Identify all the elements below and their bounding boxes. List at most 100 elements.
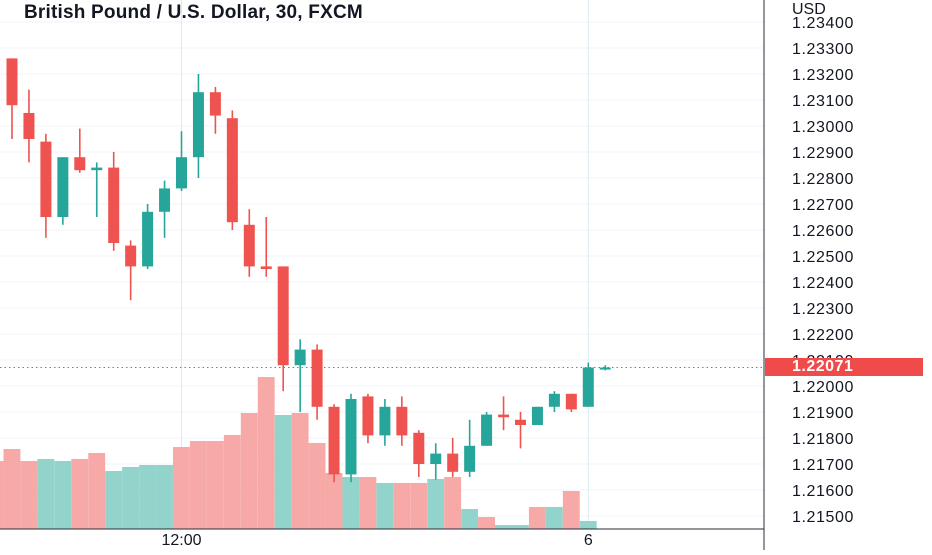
volume-bar [71,459,89,529]
candle-body [57,157,69,217]
candle[interactable] [565,393,577,412]
candle[interactable] [159,180,171,238]
candle[interactable] [91,162,103,217]
candle[interactable] [243,209,255,277]
volume-bar [342,477,360,529]
candle-body [159,188,171,212]
candle[interactable] [599,365,611,371]
candle-body [142,211,154,267]
volume-bar [444,477,462,529]
candle-body [209,92,221,116]
candle-body [226,118,238,223]
candle[interactable] [40,133,52,238]
price-tick-label: 1.22500 [792,249,854,266]
candle[interactable] [498,396,510,431]
candle[interactable] [226,110,238,230]
candle-body [328,406,340,475]
price-tick-label: 1.21500 [792,509,854,526]
candle[interactable] [125,240,137,301]
candle[interactable] [396,396,408,446]
volume-bar [325,473,343,529]
candle-body [91,167,103,171]
candle[interactable] [531,406,543,425]
candle[interactable] [362,393,374,444]
candle-body [260,266,272,269]
price-tick-label: 1.22900 [792,145,854,162]
candle[interactable] [515,412,526,449]
candle[interactable] [430,443,442,480]
candle-body [548,393,560,407]
volume-bar [257,377,275,529]
candle[interactable] [74,128,86,173]
candle[interactable] [481,412,493,446]
candle-body [515,419,526,425]
candle[interactable] [311,344,323,420]
price-tick-label: 1.22800 [792,171,854,188]
candle-body [430,453,442,464]
candle[interactable] [294,339,306,412]
volume-bar [579,521,597,529]
price-tick-label: 1.21700 [792,457,854,474]
price-tick-label: 1.22600 [792,223,854,240]
candle[interactable] [413,430,425,477]
time-axis: 12:00 6 [161,532,592,549]
candle-body [6,58,18,106]
candle[interactable] [345,393,357,483]
overlay-layer [0,0,765,550]
volume-bar [88,453,106,529]
price-tick-label: 1.22200 [792,327,854,344]
candle[interactable] [142,204,154,269]
candle[interactable] [379,399,391,446]
candle[interactable] [447,438,459,477]
volume-bar [206,441,224,529]
price-axis: 1.23400 1.23300 1.23200 1.23100 1.23000 1.229… [792,15,854,526]
volume-bar [528,507,546,529]
candle[interactable] [464,419,476,477]
candle[interactable] [108,152,120,251]
candle[interactable] [57,157,69,225]
volume-layer [0,377,614,530]
volume-bar [122,467,140,529]
candle[interactable] [6,58,18,139]
volume-bar [562,491,580,529]
candle-body [40,141,52,217]
candle-body [294,349,306,366]
candle-body [362,396,374,436]
candle[interactable] [209,87,221,134]
candle[interactable] [582,362,594,407]
candle-body [23,113,35,139]
time-tick-label: 12:00 [161,532,201,549]
volume-bar [461,509,479,529]
time-tick-label: 6 [584,532,593,549]
candle-body [481,414,493,446]
volume-bar [291,413,309,529]
candle[interactable] [176,131,187,191]
price-tick-label: 1.23200 [792,67,854,84]
price-tick-label: 1.22400 [792,275,854,292]
candle-body [599,367,611,370]
volume-bar [410,483,428,529]
candle[interactable] [23,89,35,163]
candle-body [243,224,255,267]
currency-label: USD [792,1,826,18]
price-tick-label: 1.23300 [792,41,854,58]
volume-bar [545,507,563,529]
price-tick-label: 1.21800 [792,431,854,448]
price-tick-label: 1.22700 [792,197,854,214]
volume-bar [173,447,190,529]
volume-bar [3,449,21,529]
grid-layer [0,0,764,529]
volume-bar [240,413,258,529]
candle-body [108,167,120,243]
volume-bar [20,461,38,529]
candle[interactable] [192,74,204,178]
candle-body [311,349,323,407]
candle[interactable] [260,217,272,277]
candle[interactable] [277,266,289,392]
candle[interactable] [328,404,340,483]
candle[interactable] [548,391,560,412]
last-price-tag: 1.22071 [765,358,923,376]
volume-bar [512,525,529,529]
